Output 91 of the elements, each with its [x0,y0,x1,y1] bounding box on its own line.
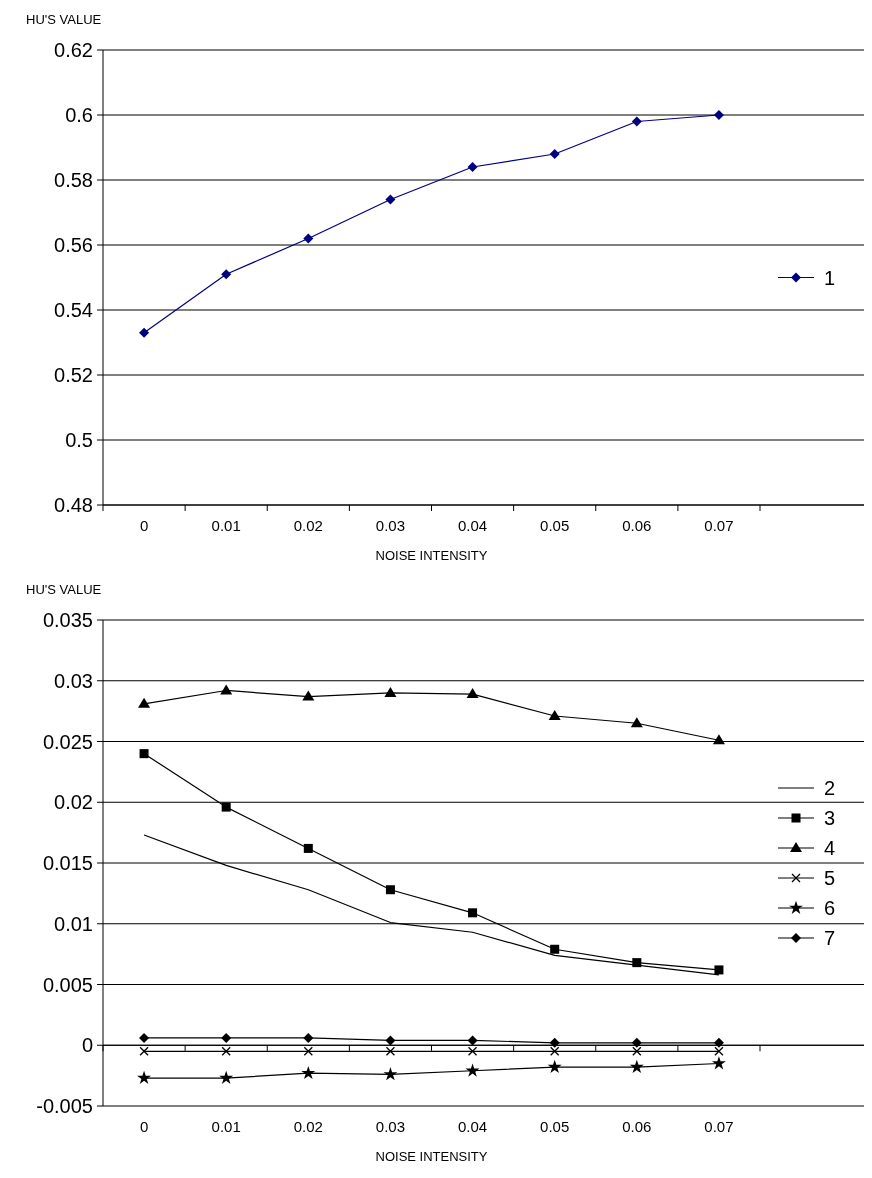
point [221,802,231,812]
legend-label: 6 [824,897,836,919]
y-tick-label: 0.6 [65,104,93,126]
point [632,1046,642,1056]
point [303,1046,313,1056]
legend-label: 5 [824,867,836,889]
x-axis-title: NOISE INTENSITY [375,548,488,563]
x-tick-label: 0 [139,1118,149,1135]
point [467,1046,478,1056]
point [385,1035,396,1046]
point [713,1037,724,1048]
x-tick-label: 0.03 [375,517,406,534]
legend-label: 4 [824,837,836,859]
y-tick-label: 0.005 [42,973,93,996]
y-tick-label: 0.54 [54,299,93,321]
y-axis-title: HU'S VALUE [26,12,102,27]
y-tick-label: 0.56 [54,234,93,256]
point [385,194,396,205]
point [548,709,561,720]
y-axis-title: HU'S VALUE [26,582,102,597]
point [384,686,397,697]
x-tick-label: 0.04 [457,1118,488,1135]
x-tick-label: 0.07 [704,517,734,534]
point [632,958,642,968]
point [711,1056,726,1070]
point [468,908,478,918]
point [631,1037,642,1048]
legend-label: 1 [824,266,836,289]
x-tick-label: 0.01 [211,517,241,534]
point [547,1059,562,1074]
point [383,1067,398,1081]
point [139,749,149,759]
point [385,885,395,895]
point [303,233,314,244]
y-tick-label: 0.5 [65,429,93,451]
legend-label: 7 [824,927,836,949]
point [631,116,642,127]
point [549,149,560,159]
point [139,327,150,338]
x-tick-label: 0.04 [457,517,488,534]
point [714,965,724,975]
x-tick-label: 0.05 [540,517,570,534]
legend-label: 3 [824,807,836,829]
point [303,1032,314,1043]
y-tick-label: 0.015 [42,852,93,874]
y-tick-label: 0.48 [54,494,93,516]
y-tick-label: 0.025 [42,730,93,753]
point [221,1046,231,1056]
x-axis-title: NOISE INTENSITY [375,1149,488,1164]
point [221,1032,232,1043]
point [139,1046,149,1056]
point [714,1046,724,1056]
point [219,1070,234,1084]
y-tick-label: 0.02 [54,791,93,814]
point [713,110,724,120]
point [467,1035,478,1046]
point [302,690,315,701]
point [303,843,313,853]
x-tick-label: 0.07 [704,1118,734,1135]
point [712,734,725,745]
point [137,1070,152,1084]
y-tick-label: 0.01 [54,912,93,935]
y-tick-label: 0.52 [54,364,93,386]
point [550,944,560,954]
x-tick-label: 0.06 [622,1118,652,1135]
y-tick-label: 0.58 [54,169,93,191]
point [139,1032,150,1043]
x-tick-label: 0.02 [293,1118,323,1135]
x-tick-label: 0 [139,517,149,534]
legend-label: 2 [824,777,836,799]
y-tick-label: 0.62 [54,39,93,61]
y-tick-label: 0.035 [42,609,93,631]
y-tick-label: -0.005 [36,1095,93,1117]
point [549,1037,560,1048]
point [467,162,478,172]
x-tick-label: 0.05 [540,1118,570,1135]
x-tick-label: 0.02 [293,517,323,534]
x-tick-label: 0.01 [211,1118,241,1135]
point [221,269,232,280]
y-tick-label: 0.03 [54,669,93,692]
point [385,1046,396,1056]
point [629,1059,644,1074]
point [301,1065,316,1080]
y-tick-label: 0 [81,1034,93,1057]
point [466,688,479,699]
x-tick-label: 0.03 [375,1118,406,1135]
point [138,697,151,708]
point [630,717,643,728]
point [220,684,233,695]
point [550,1046,560,1056]
x-tick-label: 0.06 [622,517,652,534]
